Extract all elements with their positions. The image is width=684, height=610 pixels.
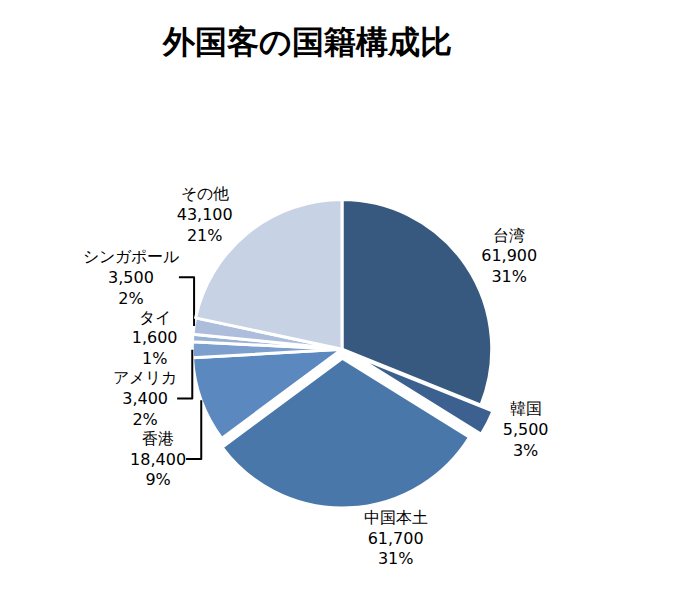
svg-text:台湾61,90031%: 台湾61,90031%: [481, 226, 537, 287]
svg-text:タイ1,6001%: タイ1,6001%: [132, 308, 178, 369]
svg-text:韓国5,5003%: 韓国5,5003%: [503, 399, 549, 460]
svg-text:その他43,10021%: その他43,10021%: [177, 184, 233, 245]
svg-text:外国客の国籍構成比: 外国客の国籍構成比: [162, 23, 452, 61]
svg-text:シンガポール3,5002%: シンガポール3,5002%: [83, 247, 179, 308]
svg-text:中国本土61,70031%: 中国本土61,70031%: [364, 508, 428, 569]
svg-text:香港18,4009%: 香港18,4009%: [130, 429, 186, 490]
svg-text:アメリカ3,4002%: アメリカ3,4002%: [113, 368, 177, 429]
